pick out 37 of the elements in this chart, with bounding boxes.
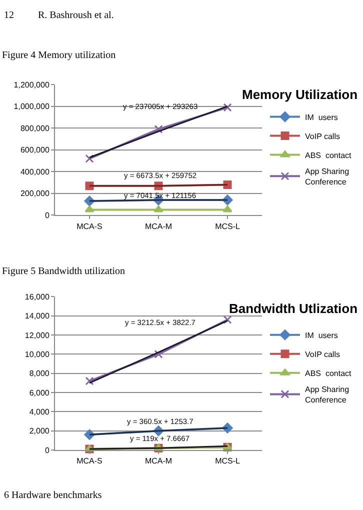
text: 6 Hardware benchmarks [4, 490, 102, 501]
legend-label: ABS contact [305, 368, 352, 378]
y-tick-label: 4,000 [29, 407, 50, 416]
legend-label: VoIP calls [305, 350, 340, 359]
legend-label: App Sharing Conference [305, 385, 350, 405]
text: 12 [4, 10, 14, 21]
chart-subtitle: Figure 4 Memory utilization [2, 50, 116, 61]
x-tick-label: MCA-S [76, 222, 102, 231]
y-tick-label: 6,000 [29, 388, 50, 398]
y-tick-label: 12,000 [24, 330, 50, 340]
y-tick-label: 14,000 [24, 312, 50, 321]
x-tick-label: MCA-M [144, 456, 172, 466]
legend-label: IM users [305, 112, 338, 122]
y-tick-label: 800,000 [20, 124, 50, 133]
y-tick-label: 8,000 [29, 369, 50, 378]
y-tick-label: 0 [44, 446, 50, 455]
y-tick-label: 400,000 [20, 167, 50, 176]
y-tick-label: 1,200,000 [14, 80, 50, 90]
x-tick-label: MCS-L [215, 222, 240, 231]
y-tick-label: 200,000 [20, 189, 50, 198]
y-tick-label: 600,000 [20, 146, 50, 155]
x-tick-label: MCS-L [215, 456, 240, 466]
x-tick-label: MCA-M [144, 222, 172, 231]
legend-label: App Sharing Conference [305, 167, 350, 186]
legend-label: VoIP calls [305, 132, 340, 141]
text: Memory Utilization [242, 87, 358, 102]
legend-label: ABS contact [305, 150, 352, 160]
y-tick-label: 0 [44, 211, 50, 220]
chart-subtitle: Figure 5 Bandwidth utilization [2, 266, 126, 277]
x-tick-label: MCA-S [76, 456, 102, 466]
text: R. Bashroush et al. [38, 10, 114, 21]
legend-label: IM users [305, 330, 338, 340]
y-tick-label: 10,000 [24, 350, 50, 360]
text: Bandwidth Utlization [229, 301, 358, 316]
y-tick-label: 16,000 [24, 292, 50, 302]
y-tick-label: 1,000,000 [14, 102, 50, 112]
y-tick-label: 2,000 [29, 426, 50, 436]
